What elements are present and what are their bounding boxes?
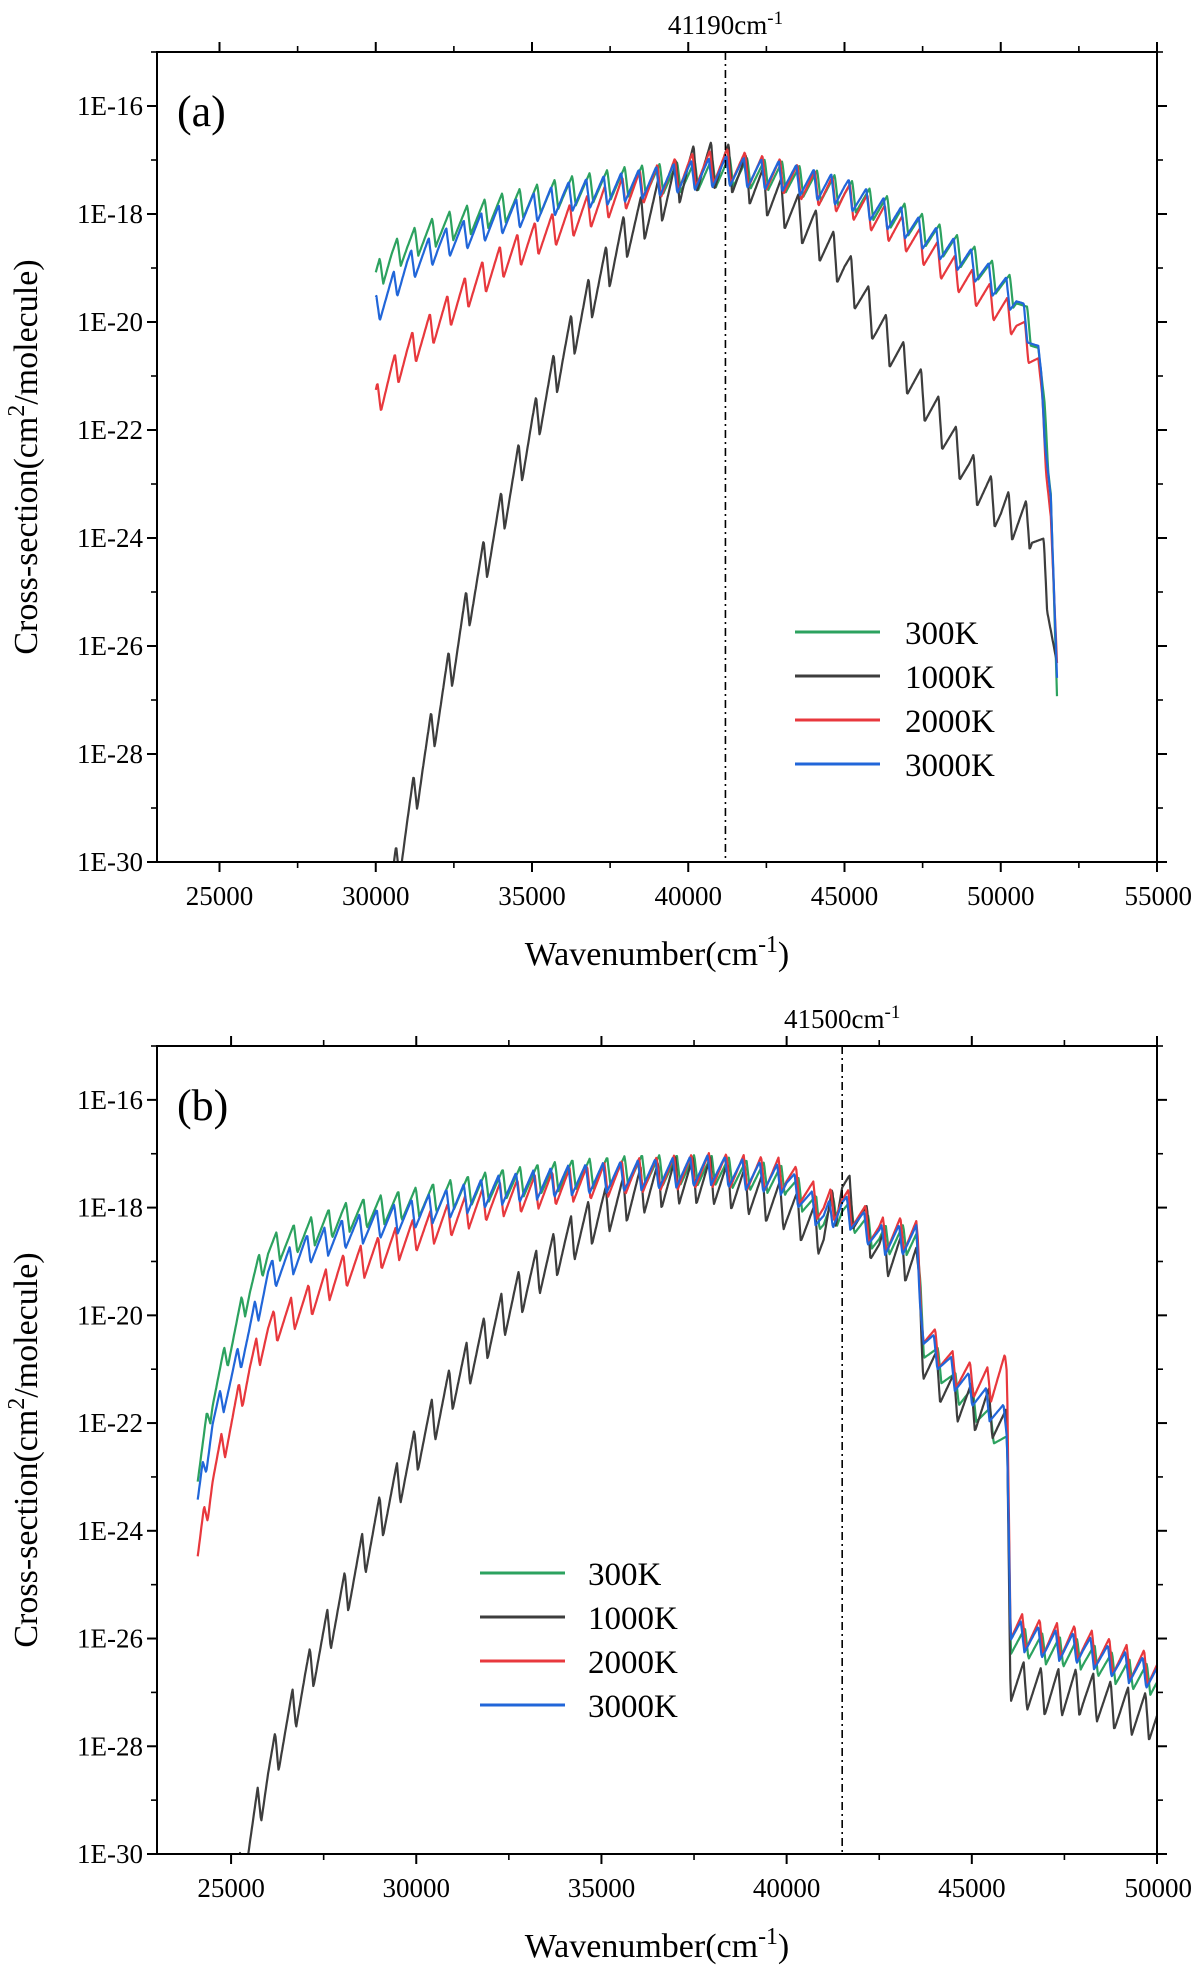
x-axis-label: Wavenumber(cm-1) [525, 1924, 789, 1965]
x-tick-label: 35000 [498, 881, 566, 911]
series-group [196, 1152, 1157, 1854]
y-tick-label: 1E-24 [77, 1516, 143, 1546]
plot-frame [156, 1045, 1158, 1855]
x-tick-label: 55000 [1125, 881, 1193, 911]
y-tick-label: 1E-16 [77, 91, 143, 121]
y-tick-label: 1E-18 [77, 199, 143, 229]
x-tick-label: 50000 [967, 881, 1035, 911]
x-tick-label: 30000 [383, 1873, 451, 1903]
y-tick-label: 1E-26 [77, 631, 143, 661]
annotation-label: 41500cm-1 [784, 1002, 900, 1035]
y-axis-label: Cross-section(cm2/molecule) [4, 1252, 45, 1647]
legend-label: 300K [905, 616, 979, 652]
legend-label: 1000K [905, 660, 995, 696]
x-tick-label: 45000 [811, 881, 879, 911]
legend-label: 2000K [588, 1645, 678, 1681]
y-tick-label: 1E-24 [77, 523, 143, 553]
y-tick-label: 1E-20 [77, 1300, 143, 1330]
y-tick-label: 1E-26 [77, 1624, 143, 1654]
chart-panel-b: 41500cm-1 25000 30000 35000 40000 45000 50000 1… [4, 1002, 1192, 1966]
series-line-1000K [238, 1156, 1157, 1854]
series-line-3000K [374, 155, 1059, 678]
series-line-2000K [374, 148, 1059, 664]
y-tick-label: 1E-20 [77, 307, 143, 337]
legend-label: 3000K [905, 748, 995, 784]
legend: 300K 1000K 2000K 3000K [795, 616, 995, 784]
y-tick-label: 1E-30 [77, 1839, 143, 1869]
y-tick-label: 1E-16 [77, 1085, 143, 1115]
x-tick-label: 25000 [197, 1873, 265, 1903]
legend: 300K 1000K 2000K 3000K [480, 1557, 678, 1725]
y-tick-label: 1E-28 [77, 739, 143, 769]
panel-label: (a) [177, 87, 226, 136]
y-tick-label: 1E-30 [77, 847, 143, 877]
annotation-label: 41190cm-1 [668, 8, 783, 41]
chart-panel-a: 41190cm-1 25000 30000 35000 40000 45000 50000 5… [4, 8, 1192, 974]
legend-label: 2000K [905, 704, 995, 740]
y-axis-label: Cross-section(cm2/molecule) [4, 259, 45, 654]
x-tick-label: 40000 [655, 881, 723, 911]
y-tick-label: 1E-22 [77, 415, 143, 445]
x-tick-label: 45000 [938, 1873, 1006, 1903]
legend-label: 1000K [588, 1601, 678, 1637]
x-tick-label: 40000 [753, 1873, 821, 1903]
plot-frame [156, 51, 1158, 863]
x-tick-label: 25000 [186, 881, 254, 911]
y-tick-label: 1E-28 [77, 1731, 143, 1761]
x-tick-label: 35000 [568, 1873, 636, 1903]
series-line-300K [196, 1154, 1157, 1696]
y-tick-label: 1E-22 [77, 1408, 143, 1438]
x-axis-label: Wavenumber(cm-1) [525, 932, 789, 973]
series-line-3000K [196, 1154, 1157, 1689]
series-group [374, 141, 1059, 862]
legend-label: 300K [588, 1557, 662, 1593]
x-tick-label: 30000 [342, 881, 410, 911]
y-tick-label: 1E-18 [77, 1193, 143, 1223]
legend-label: 3000K [588, 1689, 678, 1725]
panel-label: (b) [177, 1081, 228, 1130]
x-tick-label: 50000 [1125, 1873, 1193, 1903]
